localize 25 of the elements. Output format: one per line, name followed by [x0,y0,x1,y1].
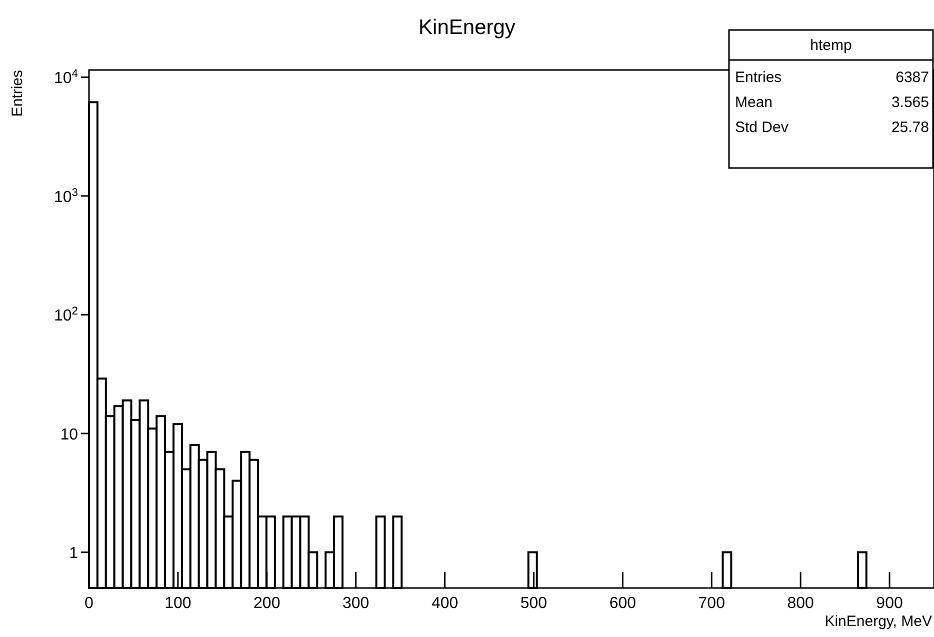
x-tick-label: 300 [342,595,370,612]
y-axis-title: Entries [9,70,26,117]
annotation: 3.565 [891,94,929,111]
x-tick-label: 700 [698,595,726,612]
x-tick-label: 100 [164,595,192,612]
chart-title: KinEnergy [418,16,516,39]
annotation: 25.78 [891,119,929,136]
x-tick-label: 500 [520,595,548,612]
annotation: Mean [735,94,773,111]
y-tick-label: 1 [69,545,78,562]
x-tick-label: 600 [609,595,636,612]
annotation: Std Dev [735,119,789,136]
y-tick-label: 10$^{2}$ [54,306,78,325]
x-tick-label: 800 [787,595,814,612]
text: htemp [810,37,852,54]
y-tick-label: 10$^{4}$ [54,68,78,88]
y-tick-label: 10$^{3}$ [54,186,78,206]
y-tick-label: 10 [60,426,78,444]
x-axis-title: KinEnergy, MeV [824,613,932,630]
x-tick-label: 0 [84,595,94,612]
x-tick-label: 200 [254,595,280,612]
x-tick-label: 400 [431,595,458,612]
x-tick-label: 900 [876,595,903,612]
annotation: Entries [735,69,782,86]
annotation: 6387 [896,69,929,86]
